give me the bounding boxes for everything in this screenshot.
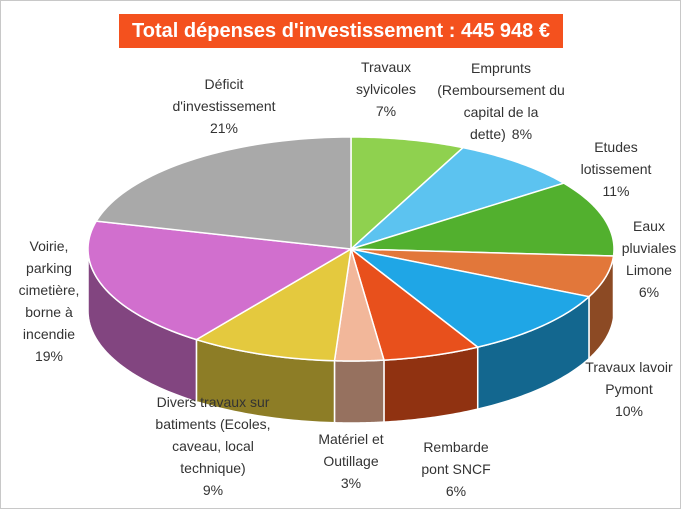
slice-label: Déficit d'investissement 21% (154, 73, 294, 139)
slice (333, 248, 385, 362)
category-label: Etudes lotissement (580, 139, 652, 177)
category-label: Eaux pluviales Limone (621, 218, 677, 278)
category-label: Divers travaux sur batiments (Ecoles, ca… (155, 394, 271, 476)
chart-title: Total dépenses d'investissement : 445 94… (119, 14, 563, 48)
value-label: 3% (340, 475, 362, 491)
slice (350, 182, 615, 257)
slice-label: Travaux sylvicoles 7% (346, 56, 426, 122)
value-label: 9% (202, 482, 224, 498)
slice (350, 146, 566, 250)
value-label: 10% (614, 403, 644, 419)
value-label: 8% (511, 126, 533, 142)
slice-label: Matériel et Outillage 3% (306, 428, 396, 494)
slice-label: Rembarde pont SNCF 6% (411, 436, 501, 502)
slice (350, 248, 591, 348)
value-label: 6% (445, 483, 467, 499)
value-label: 11% (602, 183, 630, 199)
value-label: 21% (209, 120, 239, 136)
slice (350, 248, 615, 298)
category-label: Voirie, parking cimetière, borne à incen… (18, 238, 80, 342)
slice (194, 247, 352, 362)
slice (350, 136, 465, 251)
category-label: Matériel et Outillage (318, 431, 384, 469)
slice (94, 136, 352, 250)
slice-label: Voirie, parking cimetière, borne à incen… (9, 235, 89, 367)
category-label: Travaux sylvicoles (356, 59, 416, 97)
value-label: 19% (34, 348, 64, 364)
category-label: Emprunts (Remboursement du capital de la… (437, 60, 565, 142)
slice-label: Etudes lotissement 11% (569, 136, 664, 202)
value-label: 6% (638, 284, 660, 300)
value-label: 7% (375, 103, 397, 119)
slice-side (333, 359, 385, 424)
slice (349, 246, 480, 361)
slice-label: Travaux lavoir Pymont 10% (574, 356, 680, 422)
slice (87, 220, 354, 341)
category-label: Travaux lavoir Pymont (585, 359, 673, 397)
category-label: Déficit d'investissement (172, 76, 276, 114)
category-label: Rembarde pont SNCF (421, 439, 491, 477)
slice-label: Eaux pluviales Limone 6% (618, 215, 680, 303)
slice-label: Emprunts (Remboursement du capital de la… (434, 57, 569, 145)
slice-label: Divers travaux sur batiments (Ecoles, ca… (148, 391, 278, 501)
